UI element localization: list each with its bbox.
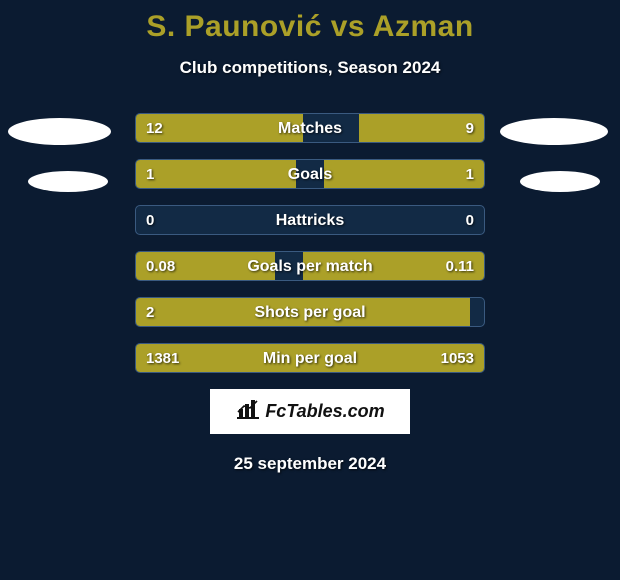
stat-label: Matches <box>136 114 484 143</box>
stat-value-right: 1 <box>466 160 474 189</box>
chart-area: 12Matches9 1Goals1 0Hattricks0 0.08Goals pe… <box>0 113 620 373</box>
stat-value-right: 1053 <box>441 344 474 373</box>
stat-value-right: 9 <box>466 114 474 143</box>
stat-row: 12Matches9 <box>135 113 485 143</box>
stat-row: 0.08Goals per match0.11 <box>135 251 485 281</box>
stat-label: Goals <box>136 160 484 189</box>
stat-row: 0Hattricks0 <box>135 205 485 235</box>
stat-value-right: 0.11 <box>446 252 474 281</box>
player-right-photo-placeholder <box>500 118 608 145</box>
chart-icon <box>235 398 261 425</box>
stat-label: Goals per match <box>136 252 484 281</box>
footer-date: 25 september 2024 <box>0 454 620 474</box>
stat-value-right: 0 <box>466 206 474 235</box>
fctables-logo: FcTables.com <box>210 389 410 434</box>
team-left-logo-placeholder <box>28 171 108 192</box>
stat-row: 1Goals1 <box>135 159 485 189</box>
stat-row: 2Shots per goal <box>135 297 485 327</box>
stats-bars: 12Matches9 1Goals1 0Hattricks0 0.08Goals pe… <box>135 113 485 373</box>
stat-label: Min per goal <box>136 344 484 373</box>
page-subtitle: Club competitions, Season 2024 <box>0 58 620 78</box>
stat-row: 1381Min per goal1053 <box>135 343 485 373</box>
logo-text: FcTables.com <box>265 401 384 422</box>
page-title: S. Paunović vs Azman <box>0 0 620 44</box>
team-right-logo-placeholder <box>520 171 600 192</box>
stat-label: Shots per goal <box>136 298 484 327</box>
player-left-photo-placeholder <box>8 118 111 145</box>
stat-label: Hattricks <box>136 206 484 235</box>
